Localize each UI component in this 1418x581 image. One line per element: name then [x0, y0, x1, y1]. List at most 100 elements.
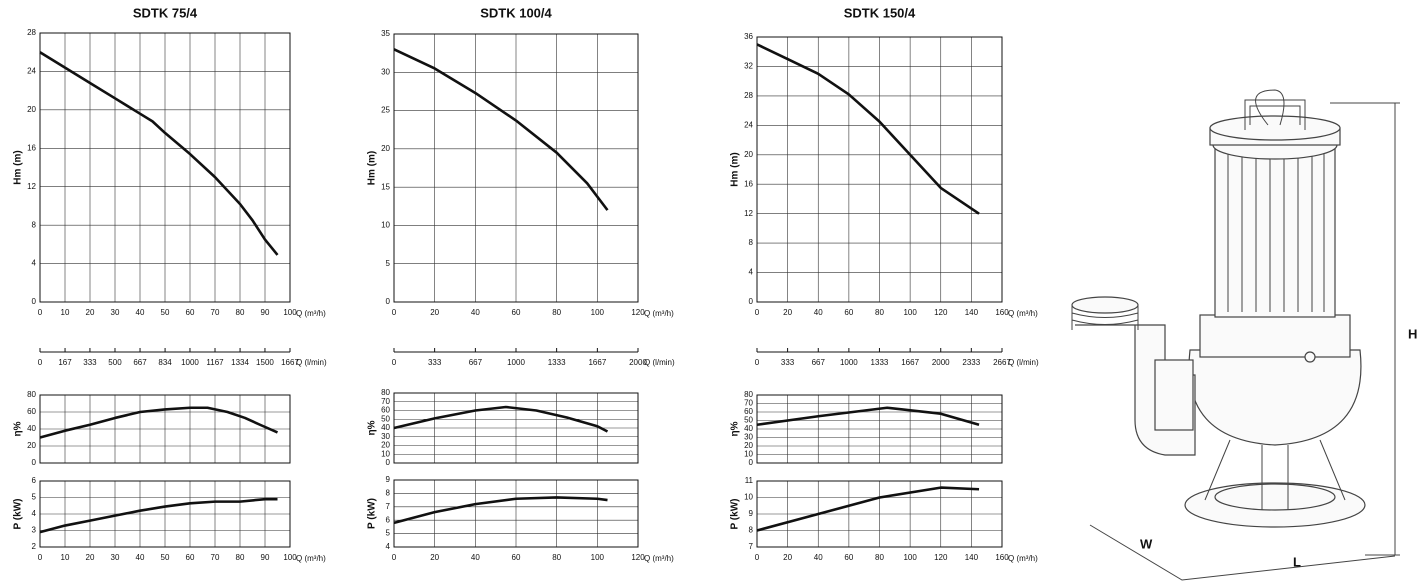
x-tick-label: 80: [236, 308, 245, 317]
y-tick-label: 0: [386, 458, 391, 467]
x-tick-label: 20: [86, 553, 95, 562]
y-axis-label: P (kW): [13, 499, 24, 530]
y-tick-label: 10: [381, 449, 390, 458]
flange-block: [1199, 314, 1351, 358]
x-tick-label: 40: [136, 553, 145, 562]
x2-tick-label: 667: [133, 358, 147, 367]
y-tick-label: 0: [749, 297, 754, 306]
x-tick-label: 80: [875, 553, 884, 562]
y-tick-label: 20: [744, 150, 753, 159]
x2-tick-label: 1333: [871, 358, 889, 367]
chart-title: SDTK 100/4: [480, 5, 552, 20]
x2-tick-label: 1667: [588, 358, 606, 367]
x-tick-label: 100: [903, 308, 917, 317]
x-tick-label: 80: [236, 553, 245, 562]
x-tick-label: 60: [512, 553, 521, 562]
x-tick-label: 30: [111, 553, 120, 562]
x-tick-label: 160: [995, 308, 1009, 317]
y-tick-label: 24: [27, 67, 36, 76]
y-tick-label: 30: [381, 67, 390, 76]
y-tick-label: 60: [27, 407, 36, 416]
plot-frame: [39, 480, 291, 548]
x-axis-label: Q (m³/h): [1008, 309, 1038, 318]
x-axis-label: Q (m³/h): [644, 309, 674, 318]
curve: [39, 51, 279, 256]
x-tick-label: 120: [631, 553, 645, 562]
x-tick-label: 100: [283, 308, 297, 317]
x-tick-label: 80: [552, 308, 561, 317]
y-tick-label: 4: [386, 542, 391, 551]
x2-tick-label: 2333: [962, 358, 980, 367]
x-tick-label: 100: [591, 553, 605, 562]
y-tick-label: 6: [32, 476, 37, 485]
x-tick-label: 100: [591, 308, 605, 317]
curve: [39, 406, 279, 439]
top-cover: [1209, 115, 1341, 141]
x-axis-label: Q (m³/h): [296, 309, 326, 318]
x-tick-label: 80: [875, 308, 884, 317]
y-tick-label: 9: [386, 475, 391, 484]
x2-tick-label: 667: [812, 358, 826, 367]
x2-tick-label: 1000: [181, 358, 199, 367]
y-axis-label: η%: [13, 421, 24, 436]
width-label: W: [1140, 536, 1153, 551]
y-tick-label: 8: [386, 489, 391, 498]
x2-tick-label: 1500: [256, 358, 274, 367]
x-tick-label: 70: [211, 308, 220, 317]
x2-tick-label: 1667: [901, 358, 919, 367]
x-tick-label: 0: [755, 553, 760, 562]
plot-frame: [39, 32, 291, 303]
y-tick-label: 10: [381, 221, 390, 230]
x-tick-label: 160: [995, 553, 1009, 562]
x-tick-label: 20: [430, 308, 439, 317]
y-tick-label: 20: [744, 441, 753, 450]
x-tick-label: 50: [161, 308, 170, 317]
y-tick-label: 24: [744, 120, 753, 129]
y-tick-label: 5: [386, 259, 391, 268]
x-tick-label: 60: [844, 553, 853, 562]
curve: [393, 48, 609, 211]
x-tick-label: 0: [38, 553, 43, 562]
x-tick-label: 60: [512, 308, 521, 317]
y-tick-label: 16: [27, 143, 36, 152]
x-tick-label: 10: [61, 308, 70, 317]
y-tick-label: 12: [744, 209, 753, 218]
y-axis-label: Hm (m): [13, 150, 24, 184]
x-tick-label: 50: [161, 553, 170, 562]
y-tick-label: 40: [27, 424, 36, 433]
base-dimensions: [1089, 524, 1396, 581]
y-tick-label: 15: [381, 182, 390, 191]
x2-tick-label: 333: [781, 358, 795, 367]
y-axis-label: Hm (m): [730, 152, 741, 186]
y-tick-label: 5: [386, 529, 391, 538]
x-axis-label: Q (m³/h): [296, 554, 326, 563]
length-label: L: [1293, 554, 1301, 569]
x-tick-label: 40: [471, 308, 480, 317]
x-tick-label: 70: [211, 553, 220, 562]
y-tick-label: 0: [32, 458, 37, 467]
y-tick-label: 50: [744, 416, 753, 425]
x2-tick-label: 2000: [932, 358, 950, 367]
x-tick-label: 20: [783, 553, 792, 562]
x-tick-label: 60: [844, 308, 853, 317]
x2-axis-label: Q (l/min): [644, 358, 675, 367]
x-tick-label: 140: [965, 553, 979, 562]
x-tick-label: 0: [38, 308, 43, 317]
y-tick-label: 80: [27, 390, 36, 399]
y-tick-label: 7: [386, 502, 391, 511]
x-axis-label: Q (m³/h): [1008, 554, 1038, 563]
y-tick-label: 20: [27, 441, 36, 450]
y-tick-label: 7: [749, 542, 754, 551]
x2-tick-label: 2000: [629, 358, 647, 367]
y-tick-label: 12: [27, 182, 36, 191]
x-tick-label: 120: [934, 308, 948, 317]
x2-tick-label: 1334: [231, 358, 249, 367]
y-tick-label: 40: [744, 424, 753, 433]
x-tick-label: 40: [136, 308, 145, 317]
x2-tick-label: 667: [469, 358, 483, 367]
x-tick-label: 40: [471, 553, 480, 562]
y-tick-label: 60: [744, 407, 753, 416]
x2-axis-label: Q (l/min): [296, 358, 327, 367]
x2-tick-label: 1000: [507, 358, 525, 367]
